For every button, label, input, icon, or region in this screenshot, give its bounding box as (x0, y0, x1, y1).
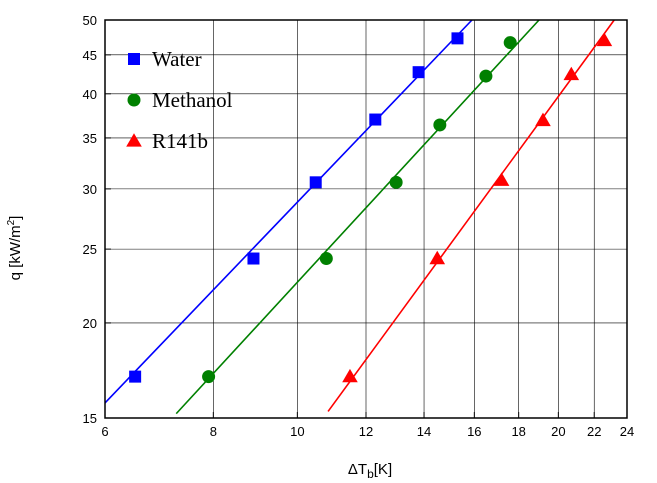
y-axis-title-main: q [kW/m (7, 225, 24, 280)
fit-line-r141b (327, 19, 615, 412)
y-tick-label-35: 35 (83, 131, 97, 146)
x-tick-label-14: 14 (417, 424, 431, 439)
x-tick-label-18: 18 (511, 424, 525, 439)
x-tick-label-6: 6 (101, 424, 108, 439)
x-tick-label-16: 16 (467, 424, 481, 439)
point-water-4 (369, 113, 382, 126)
x-axis-title: ΔTb[K] (348, 461, 392, 481)
legend-label-water: Water (152, 47, 202, 71)
point-water-1 (129, 370, 142, 383)
x-tick-label-8: 8 (210, 424, 217, 439)
data-markers (129, 32, 613, 384)
legend-marker-r141b (126, 133, 142, 147)
point-water-2 (247, 252, 260, 265)
x-tick-label-12: 12 (359, 424, 373, 439)
x-tick-label-24: 24 (620, 424, 634, 439)
point-water-5 (412, 66, 425, 79)
point-methanol-2 (319, 252, 333, 266)
legend-marker-methanol (127, 93, 141, 107)
axis-ticks: 6 8 10 12 14 16 18 20 22 24 15 20 25 30 35 40 45 50 (83, 13, 635, 439)
y-axis-title-close: ] (7, 216, 24, 220)
point-r141b-3 (493, 172, 510, 186)
x-axis-title-main: ΔT (348, 461, 367, 478)
point-r141b-1 (342, 368, 358, 383)
legend-label-methanol: Methanol (152, 88, 233, 112)
x-tick-label-10: 10 (290, 424, 304, 439)
fit-line-water (104, 19, 473, 404)
y-tick-label-45: 45 (83, 48, 97, 63)
x-axis-title-sub: b (367, 467, 374, 481)
point-water-6 (451, 32, 464, 45)
y-tick-label-25: 25 (83, 242, 97, 257)
point-methanol-6 (503, 36, 517, 50)
grid (105, 20, 627, 418)
x-tick-label-22: 22 (587, 424, 601, 439)
y-tick-label-20: 20 (83, 316, 97, 331)
point-r141b-4 (535, 112, 551, 127)
fit-lines (104, 19, 615, 415)
point-r141b-5 (563, 66, 580, 81)
point-methanol-3 (389, 175, 403, 189)
y-tick-label-30: 30 (83, 182, 97, 197)
y-tick-label-50: 50 (83, 13, 97, 28)
x-tick-label-20: 20 (551, 424, 565, 439)
point-r141b-6 (596, 32, 613, 47)
point-methanol-4 (433, 118, 447, 132)
point-water-3 (309, 176, 322, 189)
legend-marker-water (128, 53, 140, 65)
x-axis-title-unit: [K] (374, 461, 392, 478)
y-axis-title: q [kW/m2] (6, 216, 24, 281)
point-methanol-5 (479, 69, 493, 83)
y-axis-title-sup: 2 (6, 219, 17, 225)
legend: Water Methanol R141b (126, 47, 233, 153)
legend-label-r141b: R141b (152, 129, 208, 153)
fit-line-methanol (175, 19, 540, 415)
point-r141b-2 (429, 250, 446, 265)
y-tick-label-15: 15 (83, 411, 97, 426)
y-tick-label-40: 40 (83, 87, 97, 102)
point-methanol-1 (202, 370, 216, 384)
